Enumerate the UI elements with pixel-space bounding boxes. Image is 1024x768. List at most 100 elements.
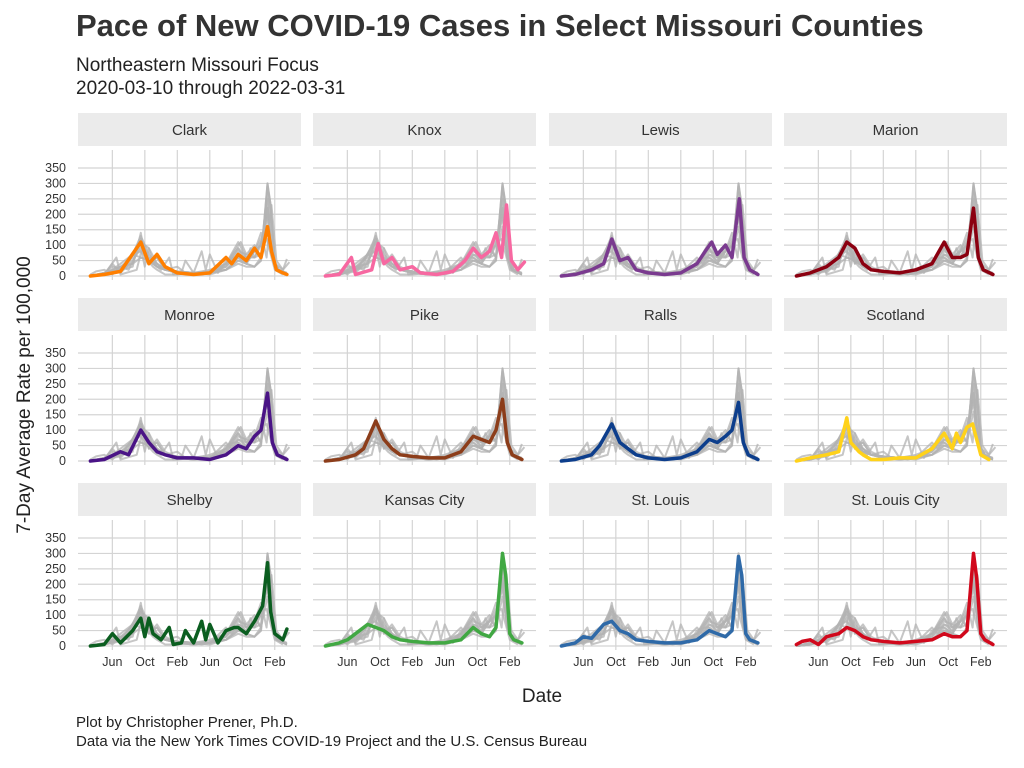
facet-panel: Lewis bbox=[549, 113, 772, 280]
y-tick-label: 250 bbox=[45, 377, 66, 391]
facet-strip bbox=[313, 483, 536, 516]
highlight-series-line bbox=[88, 391, 289, 463]
highlight-series-line bbox=[559, 197, 760, 278]
y-tick-label: 50 bbox=[52, 624, 66, 638]
facet-strip bbox=[549, 298, 772, 331]
facet-label: Marion bbox=[873, 122, 919, 139]
facet-strip bbox=[784, 298, 1007, 331]
highlight-series-line bbox=[794, 206, 995, 278]
caption-line-1: Plot by Christopher Prener, Ph.D. bbox=[76, 714, 298, 731]
x-tick-label: Oct bbox=[468, 655, 488, 669]
facet-label: Pike bbox=[410, 307, 439, 324]
facet-panel: Pike bbox=[313, 298, 536, 465]
facet-panel: St. Louis City Jun Oct Feb Jun Oct Feb bbox=[784, 483, 1007, 669]
y-tick-label: 150 bbox=[45, 223, 66, 237]
x-tick-label: Oct bbox=[233, 655, 253, 669]
facet-label: Clark bbox=[172, 122, 208, 139]
y-tick-label: 350 bbox=[45, 161, 66, 175]
x-tick-label: Feb bbox=[735, 655, 757, 669]
y-tick-label: 100 bbox=[45, 238, 66, 252]
facet-strip bbox=[549, 113, 772, 146]
x-tick-label: Feb bbox=[970, 655, 992, 669]
x-tick-label: Jun bbox=[102, 655, 122, 669]
y-tick-label: 350 bbox=[45, 531, 66, 545]
x-tick-label: Oct bbox=[939, 655, 959, 669]
x-tick-label: Feb bbox=[167, 655, 189, 669]
facet-strip bbox=[784, 113, 1007, 146]
facet-label: St. Louis bbox=[631, 492, 689, 509]
facet-strip bbox=[549, 483, 772, 516]
y-tick-label: 350 bbox=[45, 346, 66, 360]
y-tick-label: 200 bbox=[45, 577, 66, 591]
x-axis-title: Date bbox=[522, 686, 562, 707]
caption-line-2: Data via the New York Times COVID-19 Pro… bbox=[76, 733, 588, 750]
facet-panel: Knox bbox=[313, 113, 536, 280]
y-tick-label: 100 bbox=[45, 423, 66, 437]
y-tick-label: 50 bbox=[52, 439, 66, 453]
facet-label: Shelby bbox=[167, 492, 213, 509]
highlight-series-line bbox=[794, 551, 995, 647]
highlight-series-line bbox=[323, 397, 524, 463]
highlight-series-line bbox=[559, 554, 760, 648]
y-tick-label: 200 bbox=[45, 392, 66, 406]
facet-strip bbox=[78, 113, 301, 146]
highlight-series-line bbox=[88, 224, 289, 278]
y-tick-label: 250 bbox=[45, 192, 66, 206]
facet-label: Scotland bbox=[866, 307, 924, 324]
facet-strip bbox=[313, 298, 536, 331]
facet-strip bbox=[78, 483, 301, 516]
x-tick-label: Feb bbox=[402, 655, 424, 669]
x-tick-label: Feb bbox=[499, 655, 521, 669]
facet-panel: Ralls bbox=[549, 298, 772, 465]
y-tick-label: 0 bbox=[59, 639, 66, 653]
y-tick-label: 200 bbox=[45, 207, 66, 221]
chart-title: Pace of New COVID-19 Cases in Select Mis… bbox=[76, 8, 924, 43]
facet-label: Knox bbox=[407, 122, 442, 139]
facet-strip bbox=[78, 298, 301, 331]
facet-strip bbox=[313, 113, 536, 146]
facet-panel: Marion bbox=[784, 113, 1007, 280]
facet-panel: Kansas City Jun Oct Feb Jun Oct Feb bbox=[313, 483, 536, 669]
highlight-series-line bbox=[794, 416, 991, 463]
y-tick-label: 0 bbox=[59, 269, 66, 283]
y-tick-label: 300 bbox=[45, 361, 66, 375]
y-tick-label: 300 bbox=[45, 176, 66, 190]
x-tick-label: Jun bbox=[200, 655, 220, 669]
highlight-series-line bbox=[323, 551, 524, 648]
chart-subtitle: Northeastern Missouri Focus 2020-03-10 t… bbox=[76, 54, 345, 100]
x-tick-label: Oct bbox=[704, 655, 724, 669]
y-tick-label: 150 bbox=[45, 408, 66, 422]
x-tick-label: Jun bbox=[435, 655, 455, 669]
x-tick-label: Jun bbox=[337, 655, 357, 669]
x-tick-label: Jun bbox=[808, 655, 828, 669]
background-series-line bbox=[325, 601, 519, 647]
y-tick-label: 0 bbox=[59, 454, 66, 468]
highlight-series-line bbox=[559, 400, 760, 463]
x-tick-label: Feb bbox=[873, 655, 895, 669]
x-tick-label: Oct bbox=[135, 655, 155, 669]
subtitle-line-1: Northeastern Missouri Focus bbox=[76, 55, 319, 76]
facet-strip bbox=[784, 483, 1007, 516]
x-tick-label: Jun bbox=[906, 655, 926, 669]
x-tick-label: Oct bbox=[841, 655, 861, 669]
facet-label: Ralls bbox=[644, 307, 677, 324]
background-series-line bbox=[796, 231, 990, 277]
facet-panel: Scotland bbox=[784, 298, 1007, 465]
y-tick-label: 150 bbox=[45, 593, 66, 607]
y-tick-label: 300 bbox=[45, 546, 66, 560]
x-tick-label: Jun bbox=[671, 655, 691, 669]
background-series-line bbox=[90, 231, 284, 277]
x-tick-label: Jun bbox=[573, 655, 593, 669]
facet-label: St. Louis City bbox=[851, 492, 940, 509]
facet-label: Lewis bbox=[641, 122, 679, 139]
y-tick-label: 100 bbox=[45, 608, 66, 622]
facet-label: Monroe bbox=[164, 307, 215, 324]
highlight-series-line bbox=[323, 203, 527, 278]
y-tick-label: 250 bbox=[45, 562, 66, 576]
x-tick-label: Feb bbox=[264, 655, 286, 669]
